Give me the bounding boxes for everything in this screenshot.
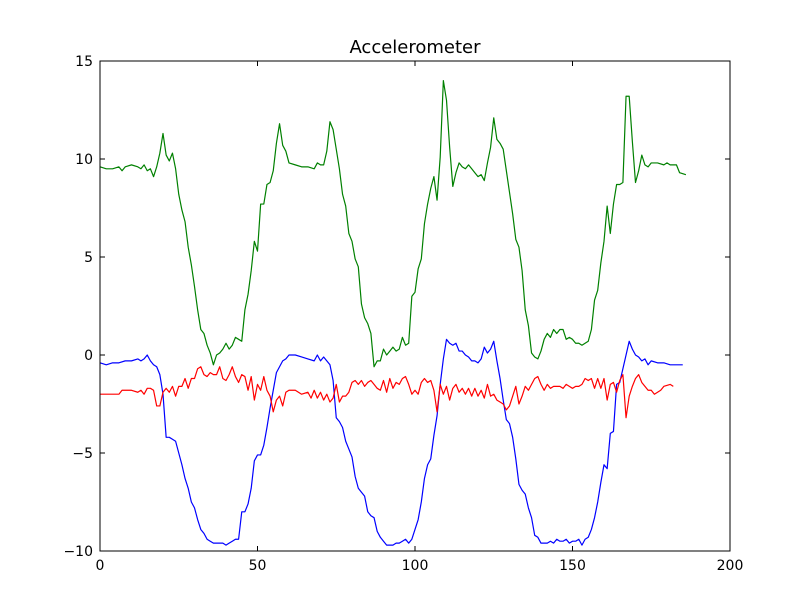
series-line-1 [99,79,687,368]
y-tick-label: 15 [75,54,93,70]
y-tick-label: −10 [63,544,93,560]
x-tick-labels: 0 50 100 150 200 [96,558,744,574]
y-tick-label: 5 [84,250,93,266]
y-tick-label: −5 [72,446,93,462]
y-tick-label: 0 [84,348,93,364]
series-line-3 [100,366,674,419]
y-tick-labels: 15 10 5 0 −5 −10 [63,54,93,560]
chart-title: Accelerometer [349,37,481,58]
x-tick-label: 150 [559,558,586,574]
series-lines [99,79,687,546]
plot-area [100,61,730,551]
series-line-2 [99,338,683,546]
x-tick-label: 100 [402,558,429,574]
axis-ticks [99,60,731,552]
y-tick-label: 10 [75,152,93,168]
x-tick-label: 200 [717,558,744,574]
x-tick-label: 0 [96,558,105,574]
x-tick-label: 50 [249,558,267,574]
